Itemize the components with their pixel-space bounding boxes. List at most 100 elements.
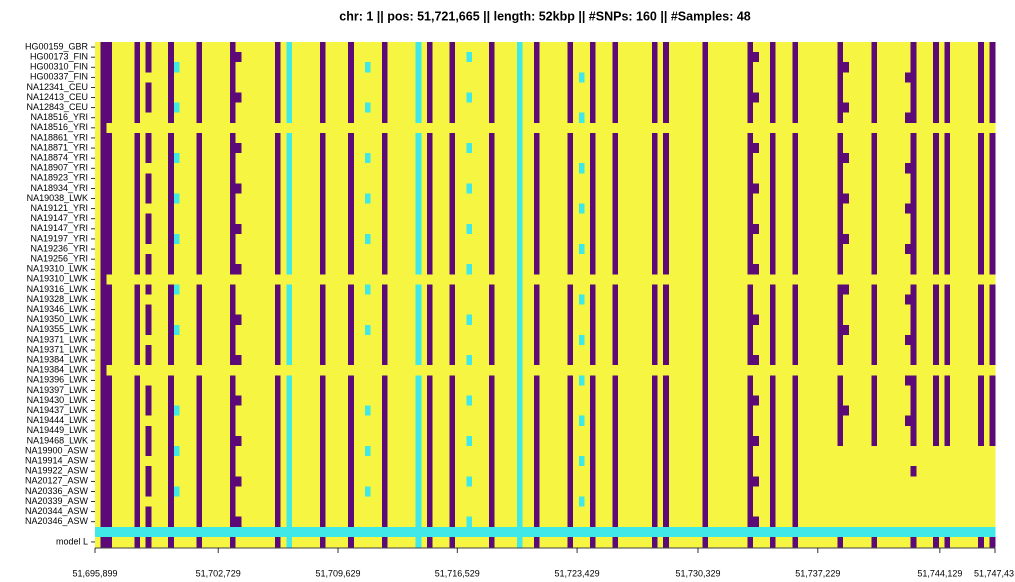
cell <box>207 233 214 245</box>
cell <box>601 143 608 154</box>
cell <box>786 233 793 245</box>
cell <box>123 102 130 114</box>
cell <box>185 284 192 295</box>
cell <box>668 244 675 255</box>
cell <box>449 345 456 356</box>
cell <box>966 42 973 53</box>
cell <box>691 183 698 194</box>
cell <box>179 183 186 194</box>
cell <box>955 193 962 204</box>
cell <box>567 153 574 164</box>
cell <box>753 193 760 204</box>
cell <box>224 82 231 93</box>
cell <box>252 153 259 164</box>
cell <box>404 102 411 114</box>
cell <box>263 183 270 194</box>
cell <box>893 163 900 174</box>
cell <box>258 163 265 174</box>
cell <box>708 62 715 73</box>
cell <box>910 193 917 204</box>
cell <box>224 62 231 73</box>
cell <box>696 193 703 204</box>
cell <box>713 244 720 255</box>
cell <box>117 183 124 194</box>
cell <box>134 92 141 103</box>
cell <box>348 102 355 114</box>
cell <box>460 193 467 204</box>
cell <box>696 72 703 83</box>
cell <box>927 294 934 305</box>
cell <box>876 72 883 83</box>
cell <box>730 72 737 83</box>
cell <box>651 274 658 285</box>
cell <box>100 183 107 194</box>
cell <box>123 345 130 356</box>
cell <box>826 163 833 174</box>
cell <box>736 183 743 194</box>
cell <box>415 82 422 93</box>
cell <box>303 52 310 63</box>
cell <box>533 122 540 134</box>
cell <box>725 193 732 204</box>
cell <box>550 213 557 225</box>
cell <box>635 314 642 326</box>
cell <box>359 173 366 184</box>
cell <box>730 112 737 124</box>
cell <box>156 314 163 326</box>
cell <box>207 314 214 326</box>
cell <box>342 264 349 275</box>
cell <box>713 223 720 235</box>
cell <box>702 122 709 134</box>
cell <box>134 264 141 275</box>
cell <box>663 345 670 356</box>
cell <box>134 62 141 73</box>
cell <box>483 233 490 245</box>
cell <box>876 203 883 215</box>
cell <box>426 244 433 255</box>
cell <box>106 72 113 83</box>
cell <box>545 244 552 255</box>
cell <box>286 82 293 93</box>
cell <box>483 264 490 275</box>
cell <box>944 183 951 194</box>
cell <box>618 102 625 114</box>
cell <box>438 213 445 225</box>
cell <box>955 72 962 83</box>
cell <box>539 92 546 103</box>
cell <box>629 345 636 356</box>
cell <box>578 334 585 346</box>
cell <box>505 82 512 93</box>
cell <box>595 334 602 346</box>
cell <box>758 112 765 124</box>
cell <box>837 173 844 184</box>
cell <box>978 52 985 63</box>
cell <box>567 102 574 114</box>
cell <box>117 294 124 305</box>
cell <box>646 334 653 346</box>
cell <box>303 254 310 265</box>
cell <box>916 264 923 275</box>
cell <box>809 52 816 63</box>
cell <box>134 334 141 346</box>
cell <box>134 122 141 134</box>
cell <box>865 132 872 144</box>
cell <box>213 193 220 204</box>
cell <box>820 82 827 93</box>
cell <box>162 314 169 326</box>
cell <box>224 183 231 194</box>
cell <box>353 153 360 164</box>
cell <box>663 213 670 225</box>
cell <box>140 163 147 174</box>
cell <box>111 82 118 93</box>
cell <box>725 324 732 336</box>
cell <box>781 72 788 83</box>
cell <box>443 122 450 134</box>
cell <box>376 122 383 134</box>
cell <box>612 122 619 134</box>
cell <box>860 233 867 245</box>
cell <box>455 183 462 194</box>
cell <box>786 223 793 235</box>
cell <box>556 82 563 93</box>
cell <box>134 183 141 194</box>
cell <box>500 72 507 83</box>
